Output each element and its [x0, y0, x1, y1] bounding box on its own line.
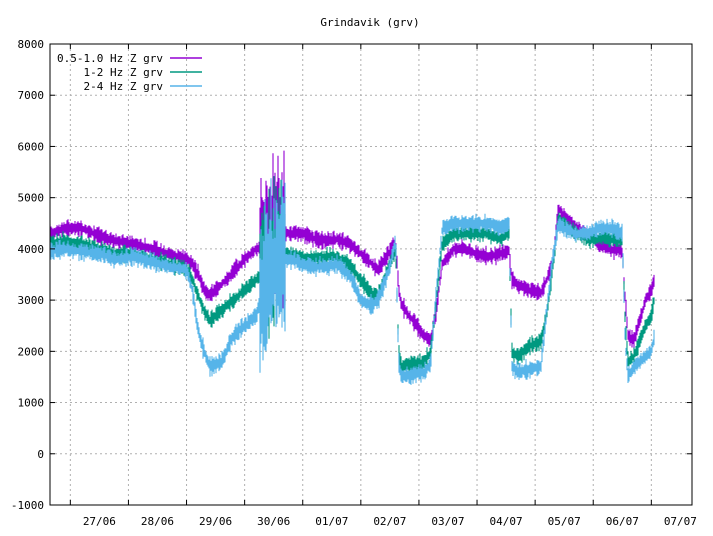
x-tick-label: 05/07 — [548, 515, 581, 528]
y-tick-label: 4000 — [18, 243, 45, 256]
y-tick-label: 7000 — [18, 89, 45, 102]
series-layer — [50, 150, 655, 385]
y-tick-label: -1000 — [11, 499, 44, 512]
x-tick-label: 28/06 — [141, 515, 174, 528]
axis-layer: -1000 0 1000 2000 3000 4000 5000 6000 7000 8000 27… — [11, 38, 697, 528]
x-tick-label: 30/06 — [257, 515, 290, 528]
x-tick-label: 27/06 — [83, 515, 116, 528]
legend-label: 0.5-1.0 Hz Z grv — [57, 52, 163, 65]
grid-layer — [50, 44, 692, 505]
x-tick-label: 07/07 — [664, 515, 697, 528]
x-tick-label: 06/07 — [606, 515, 639, 528]
y-tick-label: 0 — [37, 448, 44, 461]
y-tick-label: 8000 — [18, 38, 45, 51]
x-tick-label: 04/07 — [490, 515, 523, 528]
legend-label: 2-4 Hz Z grv — [84, 80, 164, 93]
x-tick-label: 02/07 — [373, 515, 406, 528]
x-tick-label: 01/07 — [315, 515, 348, 528]
y-tick-label: 6000 — [18, 140, 45, 153]
series-3-line — [50, 178, 655, 385]
y-tick-label: 3000 — [18, 294, 45, 307]
x-tick-label: 29/06 — [199, 515, 232, 528]
legend-label: 1-2 Hz Z grv — [84, 66, 164, 79]
chart-title: Grindavik (grv) — [320, 16, 419, 29]
x-tick-label: 03/07 — [431, 515, 464, 528]
series-3-band — [50, 178, 655, 385]
plot-frame — [49, 43, 693, 506]
y-tick-label: 1000 — [18, 397, 45, 410]
y-tick-label: 5000 — [18, 192, 45, 205]
series-1-line — [50, 150, 655, 350]
series-1-band — [50, 150, 655, 350]
y-tick-label: 2000 — [18, 345, 45, 358]
